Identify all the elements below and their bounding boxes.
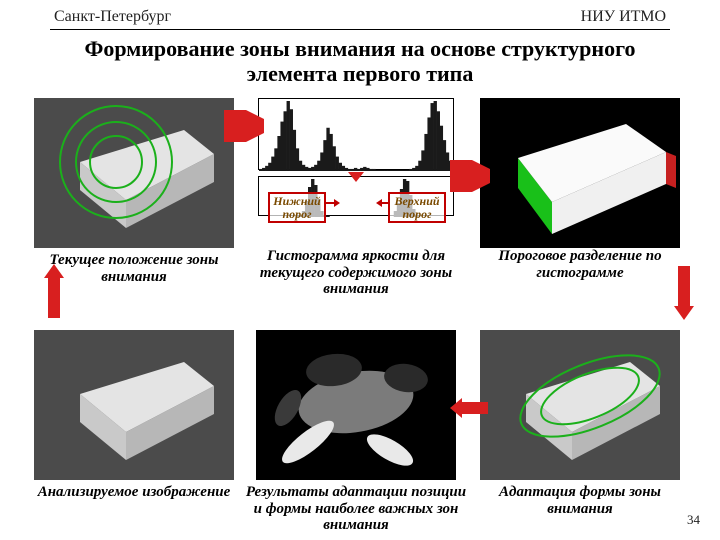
- label-upper-threshold: Верхний порог: [388, 192, 446, 223]
- panel-analyzed: [34, 330, 234, 480]
- arrow-left-1: [450, 392, 490, 424]
- caption-blobs: Результаты адаптации позиции и формы наи…: [244, 484, 468, 534]
- arrow-thr-lower: [324, 196, 342, 210]
- arrow-down-hist: [344, 160, 368, 184]
- header-right: НИУ ИТМО: [581, 8, 666, 26]
- caption-adapted: Адаптация формы зоны внимания: [480, 484, 680, 517]
- page-title: Формирование зоны внимания на основе стр…: [40, 36, 680, 87]
- arrow-right-1: [224, 110, 264, 142]
- panel-threshold: [480, 98, 680, 248]
- panel-adapted: [480, 330, 680, 480]
- arrow-thr-upper: [374, 196, 392, 210]
- panel-blobs: [256, 330, 456, 480]
- caption-analyzed: Анализируемое изображение: [34, 484, 234, 501]
- page-number: 34: [687, 512, 700, 528]
- caption-threshold: Пороговое разделение по гистограмме: [480, 248, 680, 281]
- panel-current-zone: [34, 98, 234, 248]
- header-left: Санкт-Петербург: [54, 8, 171, 26]
- label-lower-threshold: Нижний порог: [268, 192, 326, 223]
- arrow-up-left: [40, 262, 68, 322]
- arrow-down-right: [670, 262, 698, 322]
- arrow-right-2: [450, 160, 490, 192]
- caption-histogram: Гистограмма яркости для текущего содержи…: [244, 248, 468, 298]
- header: Санкт-Петербург НИУ ИТМО: [50, 6, 670, 30]
